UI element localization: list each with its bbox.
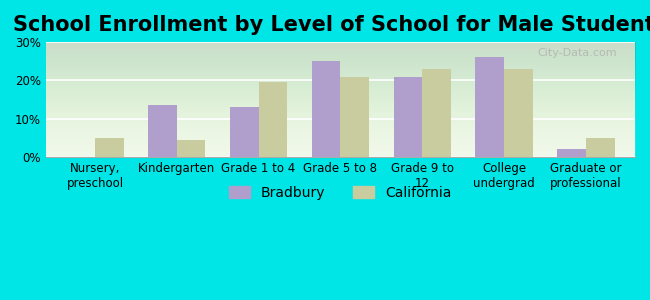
Bar (95, 138, 124, 157)
Bar (475, 57, 504, 157)
Text: City-Data.com: City-Data.com (538, 48, 618, 58)
Bar (259, 82, 287, 157)
Bar (586, 138, 614, 157)
Bar (394, 76, 422, 157)
Bar (341, 76, 369, 157)
Bar (312, 61, 341, 157)
Title: School Enrollment by Level of School for Male Students: School Enrollment by Level of School for… (13, 15, 650, 35)
Bar (177, 140, 205, 157)
Bar (148, 105, 177, 157)
Bar (557, 149, 586, 157)
Bar (504, 69, 533, 157)
Legend: Bradbury, California: Bradbury, California (224, 180, 457, 205)
Bar (230, 107, 259, 157)
Bar (422, 69, 451, 157)
